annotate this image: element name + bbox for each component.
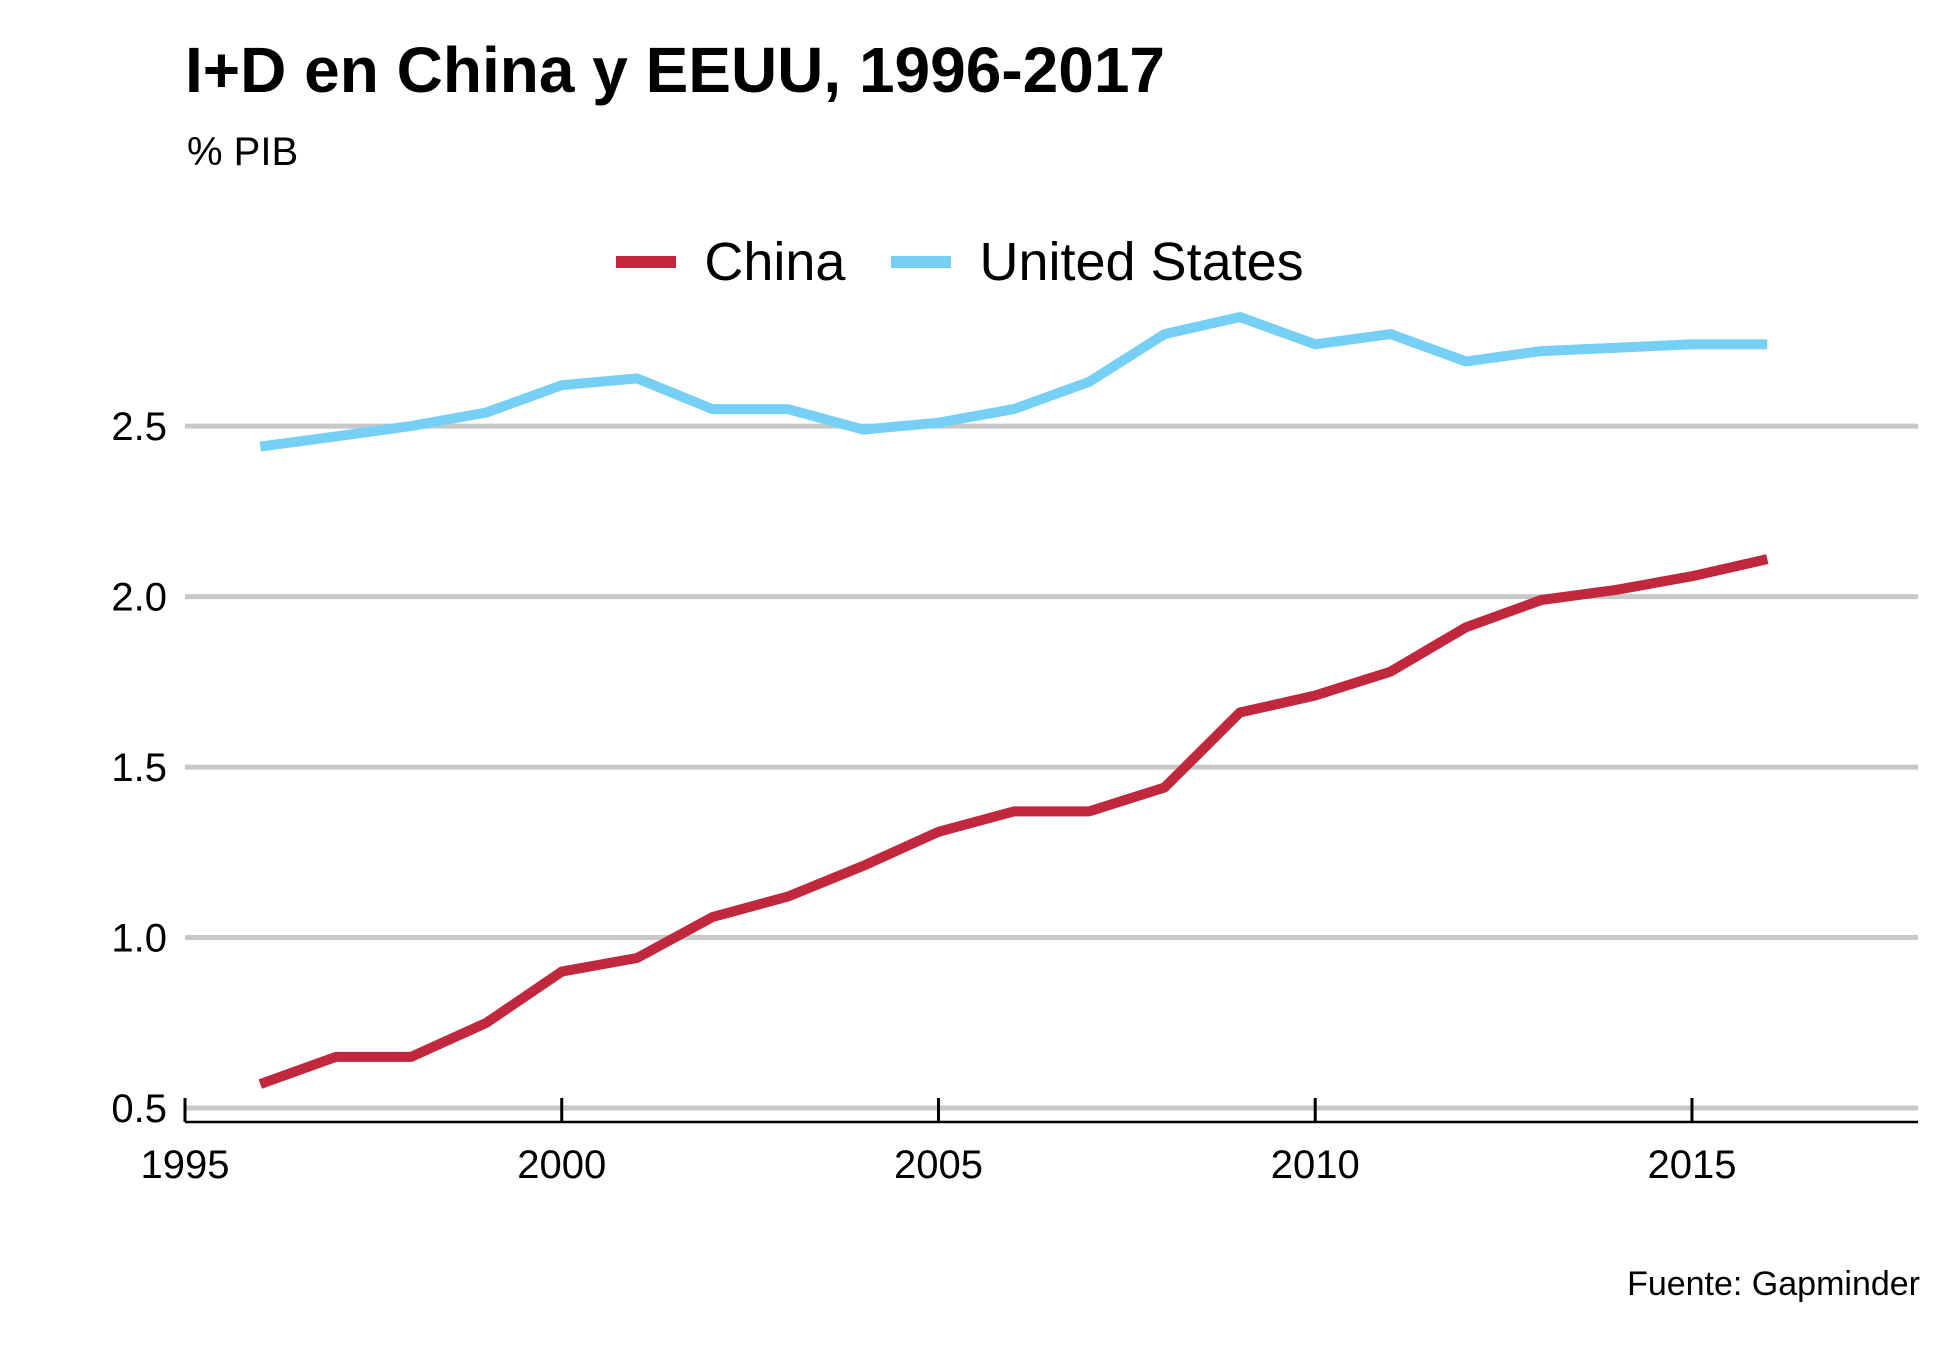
y-tick-label: 2.5 (111, 405, 167, 449)
series-line-china (258, 554, 1769, 1089)
series-line-united-states (259, 312, 1768, 452)
chart-subtitle: % PIB (187, 130, 299, 174)
source-note: Fuente: Gapminder (1627, 1265, 1920, 1303)
y-tick-label: 2.0 (111, 576, 167, 620)
chart-legend: China United States (0, 230, 1950, 294)
x-tick-label: 1995 (141, 1143, 230, 1187)
x-tick-label: 2015 (1647, 1143, 1736, 1187)
legend-label-united-states: United States (979, 232, 1304, 292)
legend-item-china: China (616, 231, 875, 293)
x-tick-label: 2005 (894, 1143, 983, 1187)
y-tick-label: 1.0 (111, 917, 167, 961)
legend-item-united-states: United States (891, 231, 1333, 293)
legend-label-china: China (704, 232, 846, 292)
chart-title: I+D en China y EEUU, 1996-2017 (185, 34, 1165, 106)
y-tick-label: 0.5 (111, 1087, 167, 1131)
x-tick-label: 2010 (1271, 1143, 1360, 1187)
y-tick-label: 1.5 (111, 746, 167, 790)
legend-key-united-states (891, 256, 952, 268)
legend-key-china (616, 256, 677, 268)
x-tick-label: 2000 (517, 1143, 606, 1187)
